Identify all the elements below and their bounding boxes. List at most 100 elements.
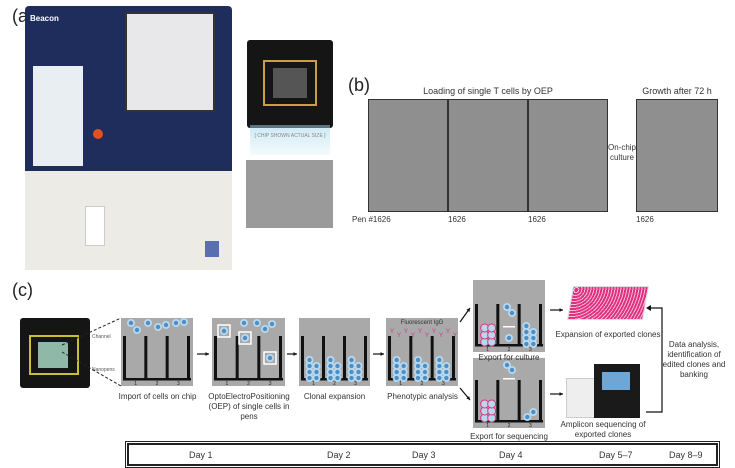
arrow-head bbox=[559, 392, 563, 396]
cell-nucleus bbox=[335, 375, 340, 381]
growth-title: Growth after 72 h bbox=[642, 86, 712, 96]
cell-nucleus bbox=[314, 369, 319, 375]
oep-light-cage bbox=[217, 324, 231, 338]
cell-nucleus bbox=[524, 335, 529, 341]
cell-nucleus bbox=[415, 363, 421, 369]
cell-nucleus bbox=[163, 322, 169, 328]
pen-wall bbox=[539, 304, 542, 344]
cell-nucleus bbox=[155, 324, 161, 330]
sequencer bbox=[566, 364, 640, 418]
cell-nucleus bbox=[267, 355, 273, 361]
pen-number: 2 bbox=[508, 423, 511, 429]
pen-number: 3 bbox=[354, 381, 357, 387]
pen-wall bbox=[301, 336, 304, 378]
pen-number: 2 bbox=[156, 381, 159, 387]
cell-nucleus bbox=[307, 375, 312, 381]
day-label: Day 4 bbox=[499, 450, 523, 460]
pen-number: 2 bbox=[247, 381, 250, 387]
cell-nucleus bbox=[437, 363, 442, 369]
pen-number: 1 bbox=[486, 347, 489, 353]
pen-number: 2 bbox=[508, 347, 511, 353]
cell-nucleus bbox=[437, 369, 442, 375]
cell-nucleus bbox=[328, 375, 333, 381]
cell-nucleus bbox=[509, 367, 515, 373]
pen-wall bbox=[517, 304, 521, 344]
cell-nucleus bbox=[422, 363, 428, 369]
culture-label: On-chip culture bbox=[607, 143, 636, 162]
cell-nucleus bbox=[269, 321, 275, 327]
cell-nucleus bbox=[504, 304, 510, 310]
pen-wall bbox=[322, 336, 325, 378]
pen-wall bbox=[430, 336, 434, 378]
igg-antibody: Y bbox=[404, 329, 408, 335]
pen-wall bbox=[187, 336, 190, 378]
igg-antibody: Y bbox=[425, 333, 429, 339]
cell-nucleus bbox=[349, 363, 354, 369]
cell-nucleus bbox=[415, 357, 421, 363]
arrow-head bbox=[466, 308, 470, 312]
cell-nucleus bbox=[524, 341, 529, 347]
feedback-bracket bbox=[646, 307, 663, 413]
cell-nucleus bbox=[525, 414, 530, 420]
cell-nucleus bbox=[506, 335, 512, 341]
pen-floor bbox=[123, 378, 191, 381]
pen-number: 3 bbox=[442, 381, 445, 387]
day-label: Day 5–7 bbox=[599, 450, 633, 460]
cell-nucleus bbox=[349, 369, 354, 375]
igg-antibody: Y bbox=[432, 329, 436, 335]
light-cage bbox=[503, 326, 515, 328]
pen-wall bbox=[496, 380, 500, 420]
pen-number: 3 bbox=[269, 381, 272, 387]
pen-number: 1 bbox=[486, 423, 489, 429]
igg-antibody: Y bbox=[397, 333, 401, 339]
igg-antibody: Y bbox=[453, 333, 457, 339]
cell-nucleus bbox=[401, 369, 406, 375]
chip-photo bbox=[20, 318, 90, 388]
pen-floor bbox=[475, 344, 543, 347]
zoom-line bbox=[61, 351, 122, 387]
step-caption: Phenotypic analysis bbox=[387, 392, 458, 401]
pen-number: 1 bbox=[312, 381, 315, 387]
pen-wall bbox=[235, 336, 239, 378]
pen-floor bbox=[475, 420, 543, 423]
cell-nucleus bbox=[314, 363, 319, 369]
cell-nucleus bbox=[401, 363, 406, 369]
pen-number: 1 bbox=[399, 381, 402, 387]
arrow-head bbox=[205, 352, 209, 356]
cell-nucleus bbox=[509, 310, 515, 316]
micrograph-growth bbox=[636, 99, 718, 212]
cell-nucleus bbox=[524, 329, 529, 335]
igg-antibody: Y bbox=[418, 329, 422, 335]
cell-nucleus bbox=[531, 409, 536, 415]
cell-nucleus bbox=[181, 319, 187, 325]
micrograph-load-1 bbox=[368, 99, 448, 212]
zoom-line bbox=[61, 317, 122, 346]
pen-number: 2 bbox=[333, 381, 336, 387]
pen-wall bbox=[364, 336, 367, 378]
igg-antibody: Y bbox=[439, 333, 443, 339]
cell-nucleus bbox=[254, 320, 260, 326]
step-caption: OptoElectroPositioning (OEP) of single c… bbox=[208, 392, 290, 421]
micrograph-load-2 bbox=[448, 99, 528, 212]
cell-nucleus bbox=[242, 335, 248, 341]
arrow-head bbox=[293, 352, 297, 356]
pen-number: 1 bbox=[134, 381, 137, 387]
cell-nucleus bbox=[328, 363, 333, 369]
expansion-caption: Expansion of exported clones bbox=[555, 330, 661, 339]
pen-wall bbox=[343, 336, 346, 378]
chip-image bbox=[247, 40, 333, 128]
cell-nucleus bbox=[314, 375, 319, 381]
loading-title: Loading of single T cells by OEP bbox=[423, 86, 553, 96]
cell-nucleus bbox=[394, 363, 399, 369]
chip-micrograph bbox=[246, 160, 333, 228]
cell-nucleus bbox=[145, 320, 151, 326]
pen-number: 1 bbox=[225, 381, 228, 387]
pen-label: 1626 bbox=[528, 215, 546, 224]
cell-nucleus bbox=[394, 357, 399, 363]
igg-antibody: Y bbox=[390, 329, 394, 335]
micrograph-load-3 bbox=[528, 99, 608, 212]
pen-wall bbox=[475, 304, 478, 344]
well-plate bbox=[567, 286, 649, 320]
cell-nucleus bbox=[415, 375, 421, 381]
